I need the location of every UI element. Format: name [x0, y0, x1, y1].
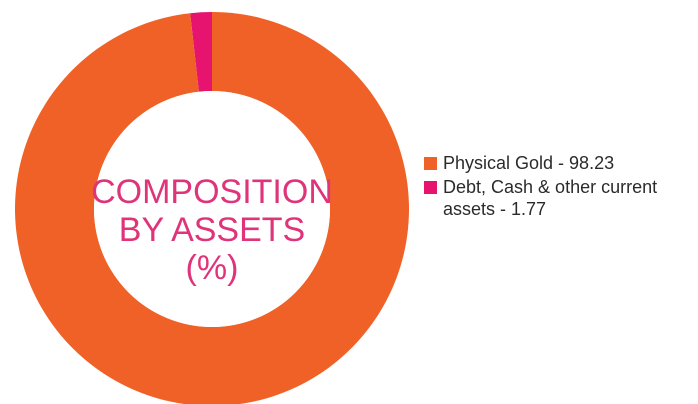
center-title-line-2: BY ASSETS — [119, 211, 305, 249]
center-title-line-3: (%) — [186, 249, 239, 287]
legend-label-physical-gold: Physical Gold - 98.23 — [443, 153, 615, 173]
donut-hole — [94, 91, 330, 327]
legend-swatch-physical-gold — [424, 157, 437, 170]
donut-slices — [15, 12, 409, 404]
slice-physical-gold — [15, 12, 409, 404]
legend-swatch-debt-cash — [424, 181, 437, 194]
legend-label-debt-cash: Debt, Cash & other current assets - 1.77 — [443, 177, 658, 219]
legend-item-debt-cash: Debt, Cash & other current assets - 1.77 — [424, 176, 694, 220]
slice-debt-cash — [190, 12, 212, 92]
legend-item-physical-gold: Physical Gold - 98.23 — [424, 152, 694, 174]
center-title-line-1: COMPOSITION — [91, 173, 333, 211]
chart-legend: Physical Gold - 98.23 Debt, Cash & other… — [424, 152, 694, 222]
